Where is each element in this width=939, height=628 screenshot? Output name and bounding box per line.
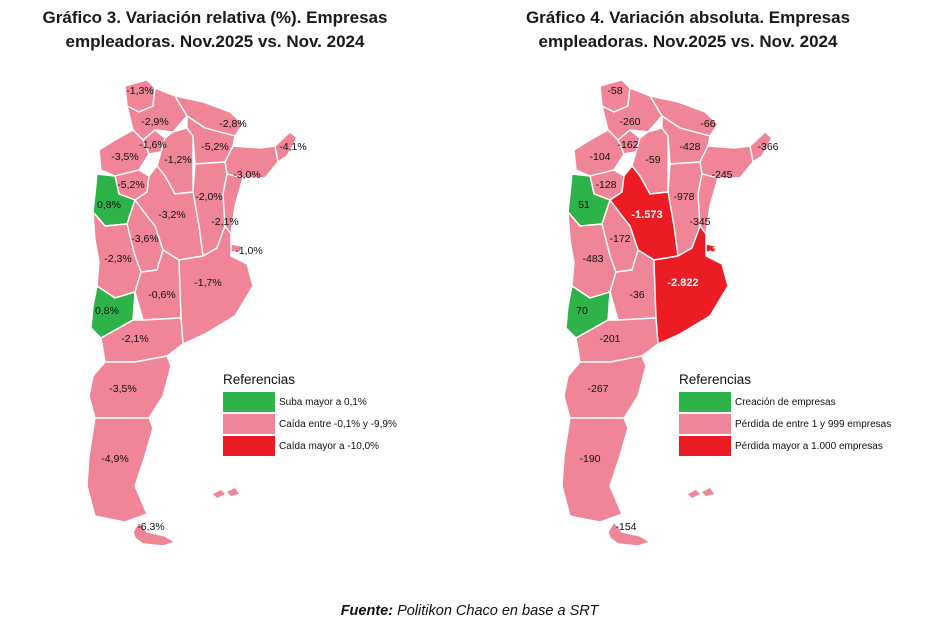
province-label-tucuman: -162 bbox=[617, 139, 638, 151]
province-label-sanluis: -172 bbox=[609, 233, 630, 245]
legend-swatch bbox=[223, 392, 275, 412]
province-label-jujuy: -58 bbox=[607, 85, 622, 97]
province-label-salta: -2,9% bbox=[141, 116, 168, 128]
province-label-mendoza: -483 bbox=[582, 253, 603, 265]
province-label-buenosaires: -1,7% bbox=[194, 277, 221, 289]
legend-label: Creación de empresas bbox=[731, 396, 836, 408]
province-label-chubut: -3,5% bbox=[109, 383, 136, 395]
province-label-cordoba: -3,2% bbox=[158, 209, 185, 221]
province-label-santacruz: -4,9% bbox=[101, 453, 128, 465]
legend-item-green: Suba mayor a 0,1% bbox=[223, 391, 413, 413]
province-label-corrientes: -3,0% bbox=[233, 169, 260, 181]
province-label-neuquen: 0,8% bbox=[95, 305, 119, 317]
province-chubut bbox=[563, 355, 647, 419]
title-line-1: Gráfico 3. Variación relativa (%). Empre… bbox=[42, 8, 388, 27]
legend-item-red: Caída mayor a -10,0% bbox=[223, 435, 413, 457]
province-catamarca bbox=[573, 129, 625, 177]
province-label-formosa: -66 bbox=[700, 118, 715, 130]
province-label-tdf: -154 bbox=[615, 521, 636, 533]
chart-title-relative: Gráfico 3. Variación relativa (%). Empre… bbox=[5, 6, 425, 54]
province-chubut bbox=[88, 355, 172, 419]
source-note: Fuente: Politikon Chaco en base a SRT bbox=[0, 603, 939, 619]
legend-swatch bbox=[679, 436, 731, 456]
province-label-misiones: -4,1% bbox=[279, 141, 306, 153]
province-label-sanjuan: 51 bbox=[578, 199, 590, 211]
legend-relative: Referencias Suba mayor a 0,1% Caída entr… bbox=[223, 372, 413, 457]
map-relative-variation: -1,3% -2,9% -2,8% -4,1% -1,6% -3,5% -1,2% -5,2%… bbox=[75, 66, 365, 556]
province-labels: -58 -260 -66 -366 -162 -104 -59 -428 -245 -128 51 -… bbox=[576, 85, 779, 533]
province-tdf bbox=[132, 521, 176, 547]
province-label-larioja: -128 bbox=[595, 179, 616, 191]
province-label-chaco: -5,2% bbox=[201, 141, 228, 153]
province-label-chaco: -428 bbox=[679, 141, 700, 153]
legend-title: Referencias bbox=[679, 372, 752, 387]
province-shapes bbox=[86, 79, 298, 547]
province-rionegro bbox=[575, 317, 659, 363]
province-label-catamarca: -104 bbox=[589, 151, 610, 163]
province-label-santacruz: -190 bbox=[579, 453, 600, 465]
legend-absolute: Referencias Creación de empresas Pérdida… bbox=[679, 372, 909, 457]
legend-swatch bbox=[679, 414, 731, 434]
province-label-mendoza: -2,3% bbox=[104, 253, 131, 265]
province-label-larioja: -5,2% bbox=[117, 179, 144, 191]
province-label-rionegro: -2,1% bbox=[121, 333, 148, 345]
province-label-santafe: -978 bbox=[673, 191, 694, 203]
province-label-sanluis: -3,6% bbox=[131, 233, 158, 245]
legend-label: Pérdida mayor a 1.000 empresas bbox=[731, 440, 883, 452]
province-label-rionegro: -201 bbox=[599, 333, 620, 345]
province-rionegro bbox=[100, 317, 184, 363]
province-label-santafe: -2,0% bbox=[195, 191, 222, 203]
province-labels: -1,3%-2,9% -2,8%-4,1%-1,6%-3,5% -1,2%-5,2%… bbox=[95, 85, 307, 533]
province-label-lapampa: -0,6% bbox=[148, 289, 175, 301]
legend-item-pink: Caída entre -0,1% y -9,9% bbox=[223, 413, 413, 435]
source-text: Politikon Chaco en base a SRT bbox=[393, 603, 599, 619]
province-label-neuquen: 70 bbox=[576, 305, 588, 317]
chart-title-absolute: Gráfico 4. Variación absoluta. Empresas … bbox=[478, 6, 898, 54]
province-label-santiago: -1,2% bbox=[164, 154, 191, 166]
province-label-santiago: -59 bbox=[645, 154, 660, 166]
province-label-tdf: -6,3% bbox=[137, 521, 164, 533]
malvinas-islands bbox=[213, 488, 239, 498]
province-tdf bbox=[607, 521, 651, 547]
legend-swatch bbox=[223, 436, 275, 456]
legend-swatch bbox=[223, 414, 275, 434]
province-shapes bbox=[561, 79, 773, 547]
argentina-map-relative: -1,3%-2,9% -2,8%-4,1%-1,6%-3,5% -1,2%-5,2%… bbox=[86, 79, 307, 547]
legend-label: Pérdida de entre 1 y 999 empresas bbox=[731, 418, 892, 430]
legend-item-pink: Pérdida de entre 1 y 999 empresas bbox=[679, 413, 909, 435]
province-label-tucuman: -1,6% bbox=[139, 139, 166, 151]
province-label-jujuy: -1,3% bbox=[126, 85, 153, 97]
map-absolute-variation: -58 -260 -66 -366 -162 -104 -59 -428 -245 -128 51 -… bbox=[550, 66, 840, 556]
legend-swatch bbox=[679, 392, 731, 412]
province-label-misiones: -366 bbox=[757, 141, 778, 153]
malvinas-islands bbox=[688, 488, 714, 498]
argentina-map-absolute: -58 -260 -66 -366 -162 -104 -59 -428 -245 -128 51 -… bbox=[561, 79, 779, 547]
province-label-lapampa: -36 bbox=[629, 289, 644, 301]
province-label-sanjuan: 0,8% bbox=[97, 199, 121, 211]
province-label-cordoba: -1.573 bbox=[631, 209, 662, 221]
title-line-1: Gráfico 4. Variación absoluta. Empresas bbox=[525, 8, 851, 27]
province-catamarca bbox=[98, 129, 150, 177]
legend-label: Caída entre -0,1% y -9,9% bbox=[275, 418, 397, 430]
province-label-entrerios: -2,1% bbox=[211, 216, 238, 228]
province-label-salta: -260 bbox=[619, 116, 640, 128]
province-label-caba: -1.160 bbox=[708, 245, 739, 257]
title-line-2: empleadoras. Nov.2025 vs. Nov. 2024 bbox=[538, 32, 838, 51]
province-label-caba: -1,0% bbox=[235, 245, 262, 257]
province-label-buenosaires: -2.822 bbox=[667, 277, 698, 289]
province-label-catamarca: -3,5% bbox=[111, 151, 138, 163]
province-label-entrerios: -345 bbox=[689, 216, 710, 228]
legend-label: Suba mayor a 0,1% bbox=[275, 396, 367, 408]
legend-item-green: Creación de empresas bbox=[679, 391, 909, 413]
legend-label: Caída mayor a -10,0% bbox=[275, 440, 380, 452]
province-santacruz bbox=[561, 417, 629, 523]
province-santacruz bbox=[86, 417, 154, 523]
province-label-corrientes: -245 bbox=[711, 169, 732, 181]
legend-item-red: Pérdida mayor a 1.000 empresas bbox=[679, 435, 909, 457]
title-line-2: empleadoras. Nov.2025 vs. Nov. 2024 bbox=[65, 32, 365, 51]
source-label: Fuente: bbox=[340, 603, 394, 619]
province-label-formosa: -2,8% bbox=[219, 118, 246, 130]
legend-title: Referencias bbox=[223, 372, 296, 387]
province-label-chubut: -267 bbox=[587, 383, 608, 395]
